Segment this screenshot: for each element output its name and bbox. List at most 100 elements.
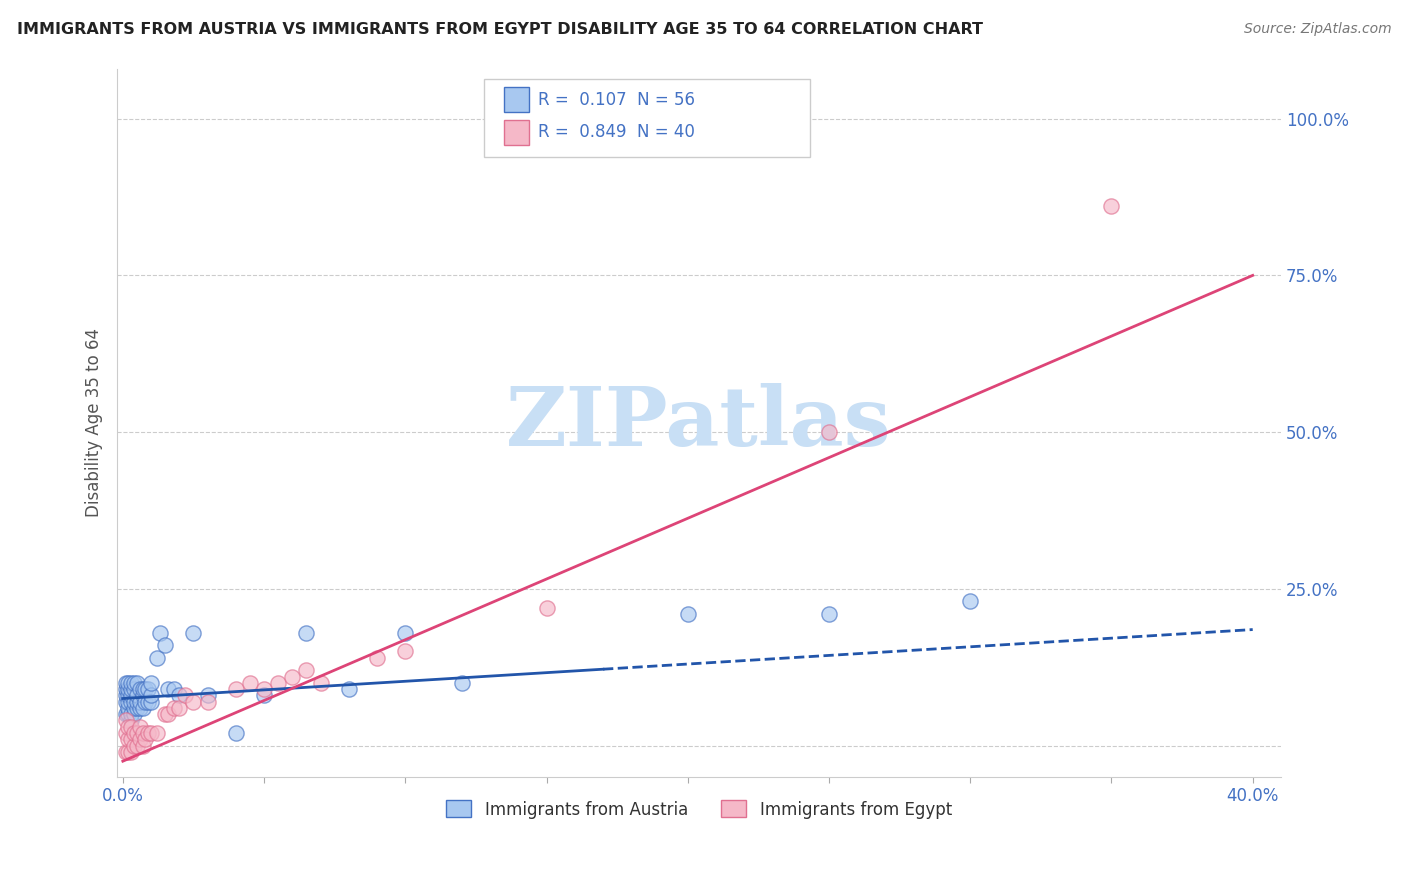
Point <box>120 745 142 759</box>
Point <box>281 669 304 683</box>
Point <box>253 682 276 697</box>
Point <box>676 607 699 621</box>
Point <box>136 682 159 697</box>
Point <box>122 682 145 697</box>
Point <box>114 695 136 709</box>
FancyBboxPatch shape <box>503 87 529 112</box>
Point <box>145 650 167 665</box>
Point <box>139 726 162 740</box>
Point <box>155 638 177 652</box>
Point <box>139 695 162 709</box>
Point <box>139 676 162 690</box>
Legend: Immigrants from Austria, Immigrants from Egypt: Immigrants from Austria, Immigrants from… <box>440 794 959 825</box>
Point <box>122 701 145 715</box>
Point <box>136 695 159 709</box>
Point <box>139 689 162 703</box>
Point <box>536 600 558 615</box>
Point <box>337 682 360 697</box>
Point <box>174 689 197 703</box>
Point <box>959 594 981 608</box>
Text: R =  0.107  N = 56: R = 0.107 N = 56 <box>538 91 696 109</box>
Point <box>122 676 145 690</box>
Point <box>120 732 142 747</box>
Point <box>120 689 142 703</box>
Point <box>239 676 262 690</box>
Point <box>117 689 139 703</box>
Point <box>197 689 219 703</box>
Point <box>134 682 156 697</box>
Point <box>125 701 148 715</box>
Point <box>114 689 136 703</box>
Point <box>183 695 205 709</box>
Point <box>125 695 148 709</box>
Point <box>117 695 139 709</box>
Point <box>117 682 139 697</box>
Point <box>818 607 841 621</box>
Point <box>225 682 247 697</box>
Point <box>117 732 139 747</box>
Point <box>394 625 416 640</box>
Point <box>128 732 150 747</box>
Point <box>309 676 332 690</box>
Point <box>169 701 191 715</box>
Point <box>120 720 142 734</box>
Point <box>120 682 142 697</box>
Point <box>267 676 290 690</box>
Point <box>125 676 148 690</box>
Point <box>157 682 180 697</box>
Point <box>125 689 148 703</box>
FancyBboxPatch shape <box>503 120 529 145</box>
Point <box>125 726 148 740</box>
Point <box>295 663 318 677</box>
Point <box>117 707 139 722</box>
Point <box>818 425 841 439</box>
Point <box>136 726 159 740</box>
Point <box>114 676 136 690</box>
Point <box>131 682 153 697</box>
Point <box>117 720 139 734</box>
Point <box>148 625 170 640</box>
Point <box>122 707 145 722</box>
Point <box>117 701 139 715</box>
Point <box>225 726 247 740</box>
Point <box>131 726 153 740</box>
Point <box>120 714 142 728</box>
Point <box>169 689 191 703</box>
Point <box>120 707 142 722</box>
Point <box>128 701 150 715</box>
Point <box>183 625 205 640</box>
Text: Source: ZipAtlas.com: Source: ZipAtlas.com <box>1244 22 1392 37</box>
Point <box>134 732 156 747</box>
Point <box>114 745 136 759</box>
Point <box>122 695 145 709</box>
Text: ZIPatlas: ZIPatlas <box>506 383 891 463</box>
Point <box>128 695 150 709</box>
Point <box>122 726 145 740</box>
Point <box>122 739 145 753</box>
FancyBboxPatch shape <box>484 79 810 157</box>
Point <box>125 739 148 753</box>
Point <box>1101 199 1123 213</box>
Point <box>366 650 388 665</box>
Point <box>131 689 153 703</box>
Point <box>157 707 180 722</box>
Point <box>394 644 416 658</box>
Point <box>117 676 139 690</box>
Text: IMMIGRANTS FROM AUSTRIA VS IMMIGRANTS FROM EGYPT DISABILITY AGE 35 TO 64 CORRELA: IMMIGRANTS FROM AUSTRIA VS IMMIGRANTS FR… <box>17 22 983 37</box>
Point <box>114 714 136 728</box>
Point <box>155 707 177 722</box>
Y-axis label: Disability Age 35 to 64: Disability Age 35 to 64 <box>86 328 103 517</box>
Point <box>450 676 472 690</box>
Point <box>120 676 142 690</box>
Point <box>114 682 136 697</box>
Point <box>114 707 136 722</box>
Point <box>128 720 150 734</box>
Point <box>134 695 156 709</box>
Point <box>295 625 318 640</box>
Point <box>163 701 186 715</box>
Point <box>145 726 167 740</box>
Point <box>131 701 153 715</box>
Point <box>253 689 276 703</box>
Point <box>120 695 142 709</box>
Point <box>114 726 136 740</box>
